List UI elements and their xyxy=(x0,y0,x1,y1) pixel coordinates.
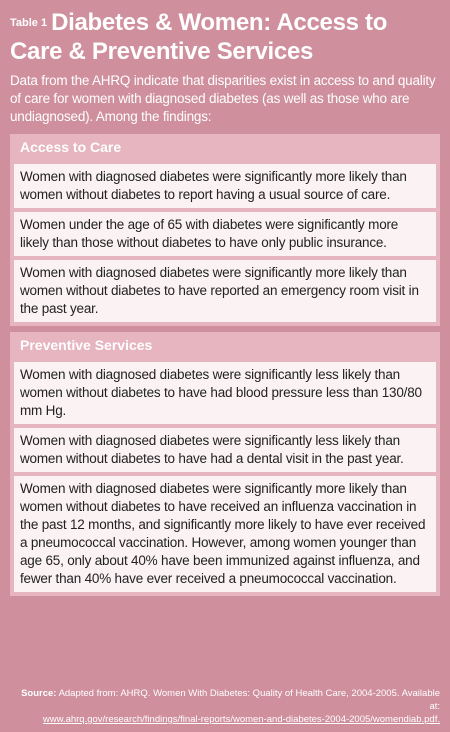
header: Table 1 Diabetes & Women: Access to Care … xyxy=(10,8,440,66)
finding: Women with diagnosed diabetes were signi… xyxy=(14,260,436,322)
intro: Data from the AHRQ indicate that dispari… xyxy=(10,73,436,124)
finding: Women with diagnosed diabetes were signi… xyxy=(14,164,436,208)
section: Access to Care Women with diagnosed diabe… xyxy=(10,134,440,326)
section-heading: Access to Care xyxy=(20,139,122,155)
finding: Women with diagnosed diabetes were signi… xyxy=(14,428,436,472)
section-heading: Preventive Services xyxy=(20,337,153,353)
section: Preventive Services Women with diagnosed … xyxy=(10,332,440,596)
source-text: Adapted from: AHRQ. Women With Diabetes:… xyxy=(58,688,440,712)
source-url[interactable]: www.ahrq.gov/research/findings/final-rep… xyxy=(42,714,440,725)
sections: Access to Care Women with diagnosed diabe… xyxy=(10,134,440,596)
finding: Women with diagnosed diabetes were signi… xyxy=(14,362,436,424)
finding: Women with diagnosed diabetes were signi… xyxy=(14,476,436,592)
title: Diabetes & Women: Access to Care & Preve… xyxy=(10,9,388,65)
source-label: Source: xyxy=(21,688,57,699)
table-label: Table 1 xyxy=(10,17,48,29)
source: Source: Adapted from: AHRQ. Women With D… xyxy=(10,687,440,726)
finding: Women under the age of 65 with diabetes … xyxy=(14,212,436,256)
